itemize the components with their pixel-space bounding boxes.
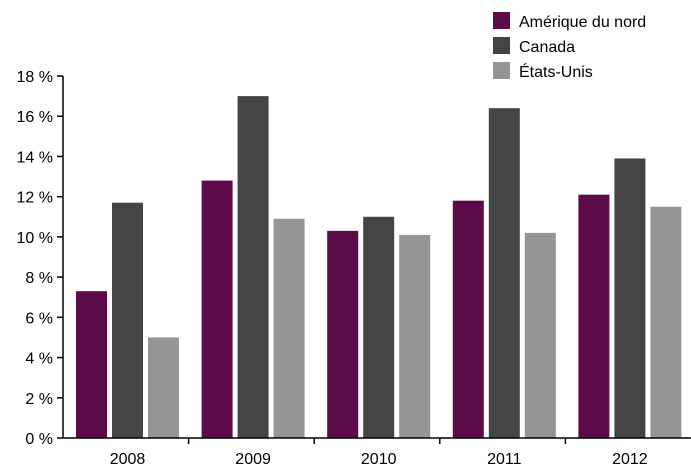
bar-2010-series-0 <box>327 230 359 438</box>
x-tick-label: 2012 <box>612 451 648 468</box>
x-tick-label: 2008 <box>110 451 146 468</box>
y-tick-label: 18 % <box>17 69 53 86</box>
y-tick-label: 2 % <box>25 391 53 408</box>
y-tick-label: 10 % <box>17 230 53 247</box>
legend-swatch-2 <box>493 62 510 79</box>
bar-2012-series-2 <box>650 206 682 438</box>
y-tick-label: 6 % <box>25 310 53 327</box>
bar-2010-series-2 <box>399 234 431 438</box>
y-tick-label: 0 % <box>25 431 53 448</box>
y-tick-label: 12 % <box>17 190 53 207</box>
y-tick-label: 4 % <box>25 351 53 368</box>
x-tick-label: 2009 <box>235 451 271 468</box>
bar-2008-series-2 <box>148 337 179 438</box>
bar-2009-series-0 <box>201 180 233 439</box>
bar-2011-series-2 <box>524 232 556 438</box>
bar-2012-series-0 <box>578 194 610 438</box>
y-tick-label: 8 % <box>25 270 53 287</box>
legend: Amérique du nord Canada États-Unis <box>493 12 646 81</box>
bar-2009-series-1 <box>237 96 269 438</box>
legend-label-2: États-Unis <box>519 62 593 81</box>
legend-label-1: Canada <box>519 39 575 56</box>
bar-2011-series-1 <box>488 108 520 438</box>
bar-2008-series-1 <box>112 202 143 438</box>
bar-2008-series-0 <box>76 291 107 438</box>
legend-swatch-1 <box>493 37 510 54</box>
bar-2012-series-1 <box>614 158 646 438</box>
bar-2011-series-0 <box>452 200 484 438</box>
y-tick-label: 16 % <box>17 109 53 126</box>
x-tick-label: 2010 <box>361 451 397 468</box>
legend-label-0: Amérique du nord <box>519 14 646 31</box>
bars-layer <box>76 96 682 439</box>
bar-2009-series-2 <box>273 218 305 438</box>
legend-swatch-0 <box>493 12 510 29</box>
axes-layer: 0 % 2 % 4 % 6 % 8 % 10 % 12 % 14 % 16 % 18 % 2008 2… <box>17 69 691 468</box>
x-tick-label: 2011 <box>487 451 522 468</box>
bar-2010-series-1 <box>363 216 395 438</box>
y-tick-label: 14 % <box>17 149 53 166</box>
